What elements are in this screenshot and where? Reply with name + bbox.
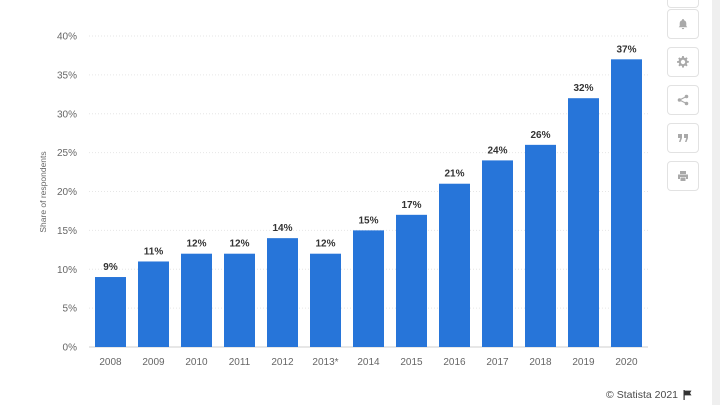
y-tick-label: 0% [63,343,78,354]
data-label: 24% [487,145,507,156]
cite-button[interactable] [667,123,699,153]
data-label: 17% [401,200,421,211]
x-tick-label: 2015 [400,357,423,368]
y-tick-label: 5% [63,304,78,315]
data-label: 21% [444,169,464,180]
x-tick-label: 2013* [312,357,338,368]
bar [396,214,427,347]
bar [568,98,599,347]
data-label: 32% [573,83,593,94]
y-tick-label: 35% [57,70,77,81]
statista-credit[interactable]: © Statista 2021 [606,389,692,401]
quote-icon [678,134,688,142]
toolbar-top-button[interactable] [667,0,699,8]
print-button[interactable] [667,161,699,191]
bar [482,160,513,347]
notification-button[interactable] [667,9,699,39]
y-tick-label: 25% [57,148,77,159]
bar [310,253,341,347]
settings-button[interactable] [667,47,699,77]
bar [138,261,169,347]
x-tick-label: 2008 [99,357,122,368]
data-label: 26% [530,130,550,141]
bell-icon [678,19,688,30]
scrollbar-track[interactable] [712,0,720,405]
bar [224,253,255,347]
print-icon [678,171,688,181]
x-tick-label: 2020 [615,357,638,368]
data-label: 11% [144,246,164,257]
y-tick-label: 15% [57,226,77,237]
x-tick-label: 2009 [142,357,165,368]
data-label: 15% [358,215,378,226]
x-axis-ticks: 2008 2009 2010 2011 2012 2013* 2014 2015 2016 201… [99,357,638,368]
x-tick-label: 2017 [486,357,509,368]
y-tick-label: 40% [57,32,77,43]
data-label: 14% [272,223,292,234]
data-label: 12% [229,239,249,250]
x-tick-label: 2012 [271,357,294,368]
data-labels: 9% 11% 12% 12% 14% 12% 15% 17% 21% 24% 26% 32% 37% [103,44,636,273]
x-tick-label: 2018 [529,357,552,368]
data-label: 37% [616,44,636,55]
gear-icon [677,56,689,68]
x-tick-label: 2019 [572,357,595,368]
data-label: 12% [315,239,335,250]
bars [95,59,642,347]
x-tick-label: 2016 [443,357,466,368]
bar [267,238,298,347]
y-tick-label: 10% [57,265,77,276]
bar [525,144,556,347]
share-icon [677,94,689,106]
data-label: 12% [186,239,206,250]
bar [95,277,126,347]
y-axis-label: Share of respondents [38,151,48,232]
bar [181,253,212,347]
x-tick-label: 2010 [185,357,208,368]
x-tick-label: 2011 [229,357,251,368]
bar [439,183,470,347]
bar [353,230,384,347]
data-label: 9% [103,262,118,273]
x-tick-label: 2014 [357,357,380,368]
share-button[interactable] [667,85,699,115]
y-axis-ticks: 0% 5% 10% 15% 20% 25% 30% 35% 40% [57,32,77,354]
y-tick-label: 20% [57,187,77,198]
y-tick-label: 30% [57,109,77,120]
credit-text: © Statista 2021 [606,389,678,401]
flag-icon [683,390,692,400]
bar [611,59,642,347]
